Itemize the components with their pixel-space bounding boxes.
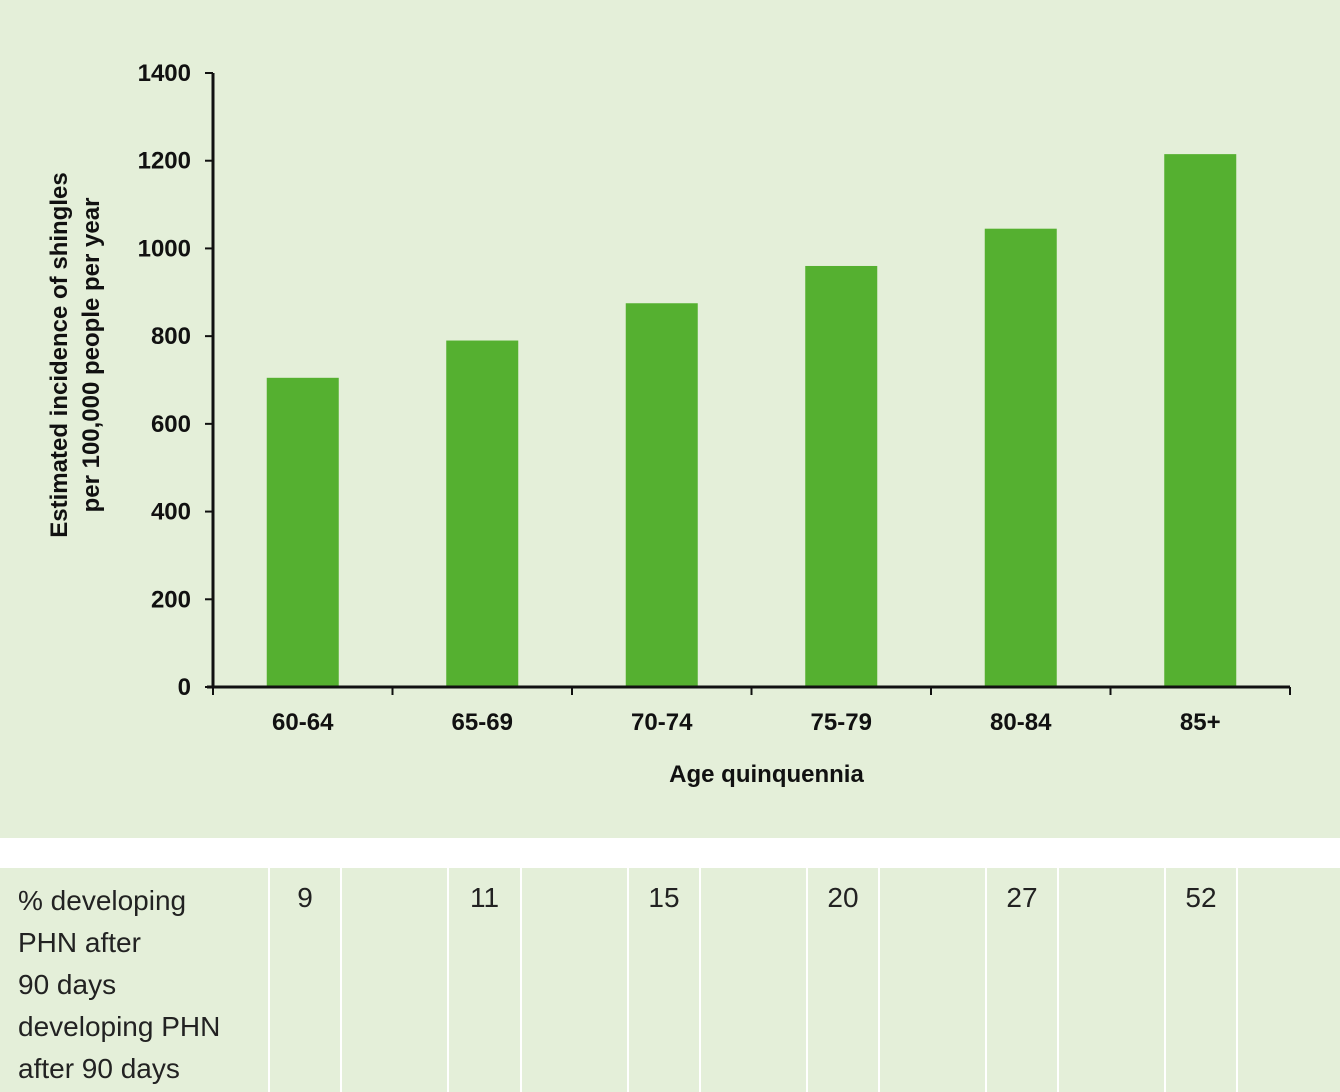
value-cell: 11 (447, 868, 520, 1092)
bar-85-plus (1164, 154, 1237, 687)
spacer-cell (520, 868, 627, 1092)
spacer-cell (878, 868, 985, 1092)
y-axis-title-line: Estimated incidence of shingles (46, 172, 73, 537)
spacer-cell (699, 868, 806, 1092)
phn-value-70-74: 15 (648, 882, 680, 913)
x-axis-title: Age quinquennia (669, 761, 864, 788)
row-label-line: % developing (18, 885, 187, 916)
x-tick-label: 85+ (1180, 709, 1221, 736)
row-label-line: developing PHN (18, 1011, 221, 1042)
spacer-cell (1057, 868, 1164, 1092)
x-tick-label: 80-84 (990, 709, 1052, 736)
y-tick-label: 1400 (138, 60, 191, 87)
bar-60-64 (266, 377, 339, 687)
phn-value-75-79: 20 (827, 882, 859, 913)
phn-value-60-64: 9 (297, 882, 313, 913)
y-tick-label: 600 (151, 411, 191, 438)
y-tick-label: 1200 (138, 148, 191, 175)
row-label: % developing PHN after 90 days developin… (0, 868, 268, 1092)
y-tick-label: 1000 (138, 235, 191, 262)
x-tick-label: 60-64 (272, 709, 334, 736)
bar-65-69 (446, 340, 519, 687)
phn-table: % developing PHN after 90 days developin… (0, 868, 1340, 1092)
value-cell: 20 (806, 868, 878, 1092)
y-tick-label: 400 (151, 499, 191, 526)
x-tick-label: 65-69 (452, 709, 513, 736)
bar-chart: 0 200 400 600 800 1000 1200 1400 60-64 65-69 70-74… (46, 60, 1291, 788)
value-cell: 52 (1164, 868, 1236, 1092)
phn-value-85-plus: 52 (1185, 882, 1217, 913)
value-cell: 9 (268, 868, 340, 1092)
bar-80-84 (984, 228, 1057, 687)
chart-panel: 0 200 400 600 800 1000 1200 1400 60-64 65-69 70-74… (0, 0, 1340, 838)
value-cell: 27 (985, 868, 1057, 1092)
y-axis-title-line: per 100,000 people per year (78, 198, 105, 513)
phn-value-65-69: 11 (469, 882, 500, 913)
bar-70-74 (625, 303, 698, 687)
row-label-line: 90 days (18, 969, 117, 1000)
y-tick-label: 200 (151, 586, 191, 613)
row-label-line: PHN after (18, 927, 141, 958)
table-row: % developing PHN after 90 days developin… (0, 868, 1340, 1092)
x-tick-label: 70-74 (631, 709, 693, 736)
x-tick-label: 75-79 (811, 709, 872, 736)
spacer-cell (1236, 868, 1340, 1092)
y-tick-label: 0 (178, 674, 191, 701)
phn-value-80-84: 27 (1006, 882, 1038, 913)
row-label-line: after 90 days (18, 1053, 180, 1084)
spacer-cell (340, 868, 447, 1092)
bar-75-79 (805, 265, 878, 687)
value-cell: 15 (627, 868, 699, 1092)
y-tick-label: 800 (151, 323, 191, 350)
